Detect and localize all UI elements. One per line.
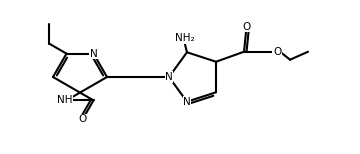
Text: N: N bbox=[165, 72, 173, 82]
Text: NH: NH bbox=[57, 95, 72, 105]
Text: O: O bbox=[273, 47, 281, 57]
Text: N: N bbox=[183, 97, 191, 107]
Text: O: O bbox=[242, 22, 250, 32]
Text: O: O bbox=[78, 114, 87, 124]
Text: NH₂: NH₂ bbox=[175, 33, 195, 43]
Text: N: N bbox=[90, 49, 97, 59]
